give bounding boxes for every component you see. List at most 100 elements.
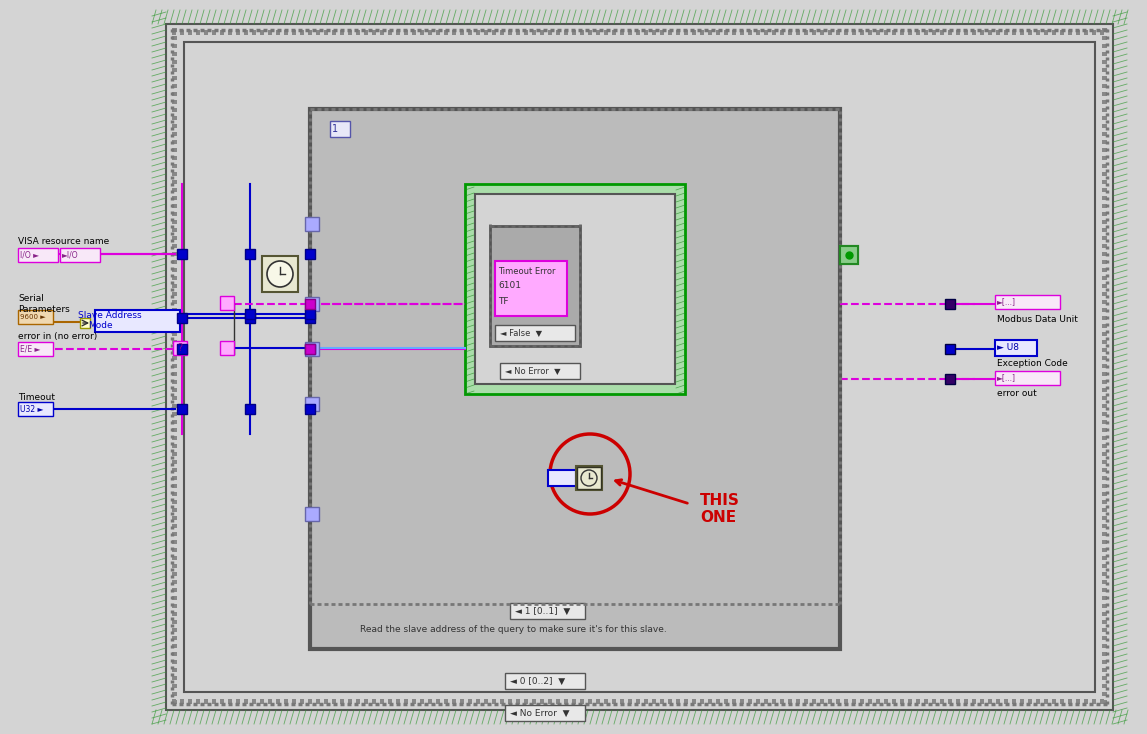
Bar [972,30,976,35]
Bar [1102,436,1107,440]
Bar [612,699,616,704]
Bar [172,164,177,168]
Bar [204,30,208,35]
Bar [556,30,560,35]
Bar [629,30,632,35]
Bar [1102,324,1107,328]
Bar [172,412,177,416]
Bar [708,30,712,35]
Bar [172,124,177,128]
Bar [1102,284,1107,288]
Bar [1102,372,1107,376]
Text: Mode: Mode [87,321,112,330]
Bar [540,699,544,704]
Bar [972,699,976,704]
Bar [245,404,255,414]
Bar [1102,668,1107,672]
Bar [988,30,992,35]
Bar [643,30,648,35]
Bar [404,30,408,35]
Bar [1102,556,1107,560]
Bar [692,699,696,704]
Bar [305,313,315,323]
Bar [900,30,904,35]
Bar [172,156,177,160]
Bar [812,699,816,704]
Bar [220,699,224,704]
Bar [764,30,768,35]
Bar [172,444,177,448]
Bar [1102,684,1107,688]
Text: Timeout Error: Timeout Error [498,267,555,277]
Bar [492,30,496,35]
Bar [1100,699,1105,704]
Bar [740,699,744,704]
Bar [1060,30,1064,35]
Circle shape [267,261,292,287]
Bar [244,699,248,704]
Bar [268,699,272,704]
Bar [172,332,177,336]
Bar [388,699,392,704]
Bar [262,256,298,292]
Bar [516,699,520,704]
Bar [588,30,592,35]
Bar [220,30,224,35]
Bar [596,699,600,704]
Bar [500,30,504,35]
Bar [305,342,319,356]
Bar [548,470,576,486]
Bar [505,705,585,721]
Bar [980,30,984,35]
Bar [676,699,680,704]
Bar [1102,68,1107,72]
Bar [1102,660,1107,664]
Bar [260,699,264,704]
Text: THIS
ONE: THIS ONE [700,493,740,526]
Bar [820,699,824,704]
Bar [172,484,177,488]
Bar [380,699,384,704]
Text: ►[...]: ►[...] [997,297,1016,307]
Bar [460,30,465,35]
Bar [955,699,960,704]
Bar [1084,30,1089,35]
Bar [988,699,992,704]
Bar [356,699,360,704]
Bar [1036,30,1040,35]
Bar [500,699,504,704]
Bar [933,30,936,35]
Bar [428,30,432,35]
Bar [305,297,319,311]
Bar [496,261,567,316]
Bar [1102,276,1107,280]
Bar [172,564,177,568]
Bar [172,284,177,288]
Bar [212,699,216,704]
Text: U32 ►: U32 ► [19,404,44,413]
Text: ◄ No Error  ▼: ◄ No Error ▼ [505,366,561,376]
Bar [452,30,457,35]
Bar [1004,699,1008,704]
Bar [1020,30,1024,35]
Bar [184,42,1095,692]
Bar [1068,699,1072,704]
Bar [524,699,528,704]
Bar [436,30,440,35]
Bar [245,249,255,259]
Bar [172,516,177,520]
Bar [660,699,664,704]
Bar [1060,699,1064,704]
Bar [496,325,575,341]
Bar [1102,36,1107,40]
Bar [188,30,192,35]
Bar [172,612,177,616]
Bar [1102,292,1107,296]
Bar [1102,580,1107,584]
Bar [756,699,760,704]
Bar [18,310,53,324]
Circle shape [582,470,596,486]
Bar [1102,348,1107,352]
Bar [95,310,180,332]
Bar [1012,30,1016,35]
